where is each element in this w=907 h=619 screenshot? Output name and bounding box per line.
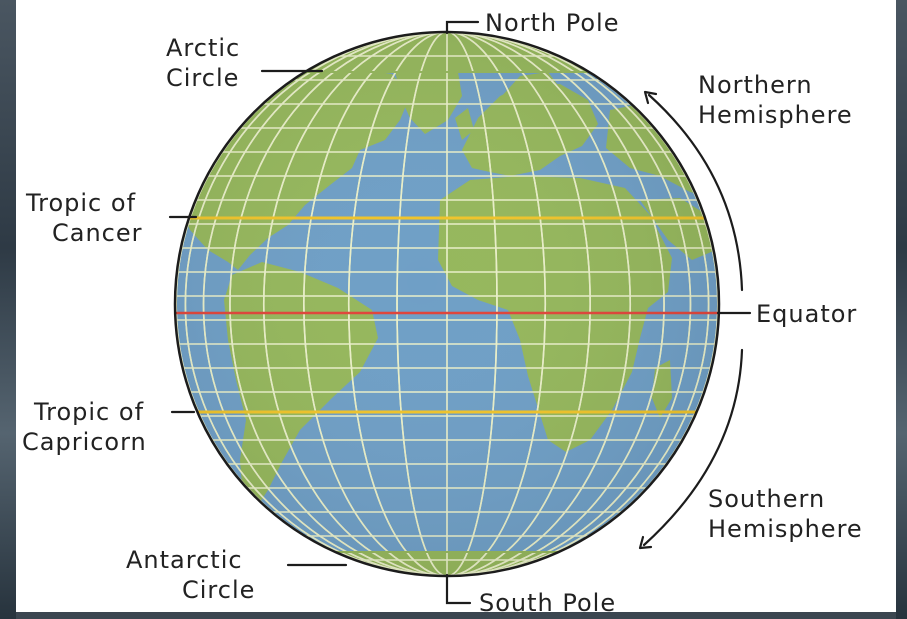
southern-hemisphere-label-line2: Hemisphere: [708, 515, 863, 543]
arctic-circle-label-line1: Arctic: [166, 34, 241, 62]
southern-hemisphere-label: Southern Hemisphere: [708, 484, 863, 544]
south-pole-label: South Pole: [479, 589, 617, 617]
northern-hemisphere-label-line2: Hemisphere: [698, 101, 853, 129]
tropic-of-capricorn-label-line2: Capricorn: [22, 428, 147, 456]
tropic-of-capricorn-label-line1: Tropic of: [34, 398, 145, 426]
northern-hemisphere-label: Northern Hemisphere: [698, 70, 853, 130]
southern-hemisphere-label-line1: Southern: [708, 485, 826, 513]
antarctic-circle-label-line2: Circle: [182, 576, 256, 604]
south-pole-leader: [445, 573, 472, 605]
tropic-of-cancer-label-line1: Tropic of: [26, 189, 137, 217]
northern-hemisphere-arrowhead: [643, 90, 658, 105]
tropic-of-cancer-label: Tropic of Cancer: [26, 188, 143, 248]
tropic-of-capricorn-label: Tropic of Capricorn: [22, 397, 147, 457]
arctic-circle-label-line2: Circle: [166, 64, 240, 92]
arctic-circle-label: Arctic Circle: [166, 33, 240, 93]
background-left-strip: [0, 0, 16, 619]
southern-hemisphere-arrowhead: [638, 535, 653, 550]
background-right-strip: [896, 0, 907, 619]
globe-shading: [175, 32, 719, 576]
tropic-of-cancer-label-line2: Cancer: [52, 219, 143, 247]
equator-label: Equator: [756, 300, 858, 328]
north-pole-label: North Pole: [485, 9, 620, 37]
north-pole-leader: [445, 20, 480, 35]
northern-hemisphere-label-line1: Northern: [698, 71, 813, 99]
southern-hemisphere-arrow-arc: [642, 348, 744, 547]
antarctic-circle-label-line1: Antarctic: [126, 546, 243, 574]
antarctic-circle-label: Antarctic Circle: [126, 545, 255, 605]
northern-hemisphere-arrow-arc: [647, 93, 744, 292]
